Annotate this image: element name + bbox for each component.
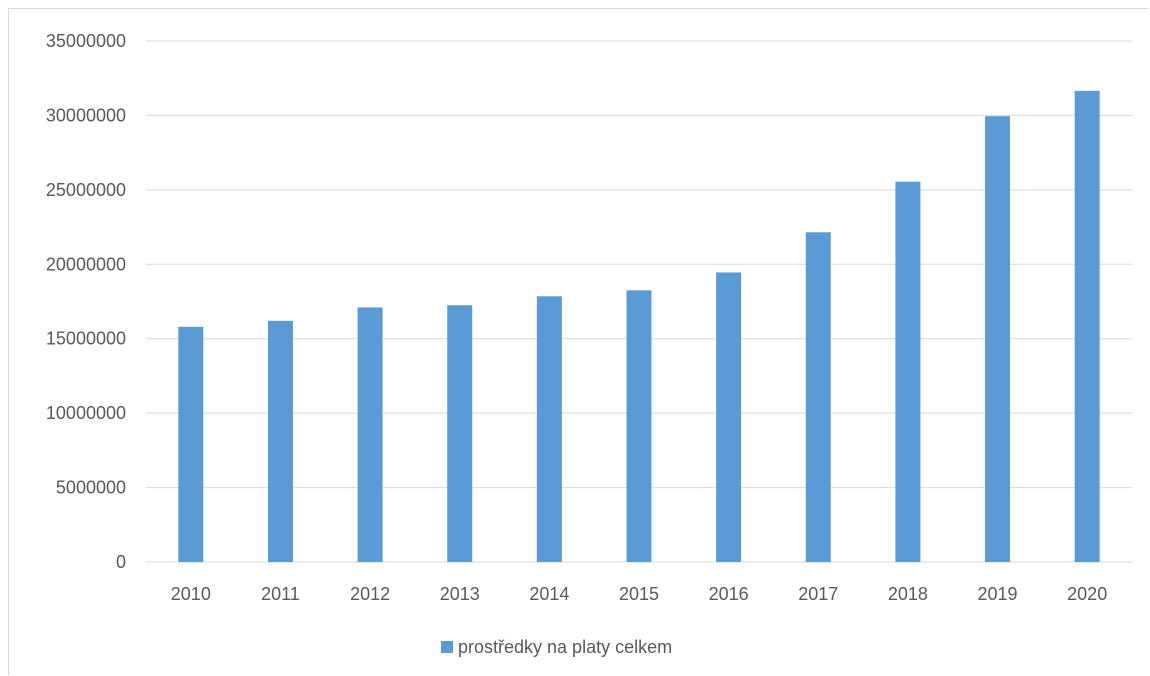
bar-2012	[357, 307, 383, 562]
y-tick-label: 35000000	[46, 31, 126, 51]
x-tick-label: 2015	[619, 584, 659, 604]
x-tick-label: 2014	[529, 584, 569, 604]
bar-2011	[267, 320, 293, 562]
chart-frame	[8, 8, 1149, 675]
bars	[178, 90, 1100, 563]
x-tick-label: 2011	[261, 584, 300, 604]
bar-2015	[626, 290, 652, 562]
bar-2016	[716, 272, 742, 562]
legend-swatch	[441, 641, 453, 653]
x-tick-label: 2012	[350, 584, 390, 604]
x-tick-label: 2019	[978, 584, 1018, 604]
y-tick-label: 25000000	[46, 180, 126, 200]
bar-2020	[1074, 90, 1100, 563]
y-tick-label: 5000000	[56, 478, 126, 498]
bar-2013	[447, 305, 473, 562]
x-tick-label: 2010	[171, 584, 211, 604]
y-tick-label: 0	[116, 552, 126, 572]
x-tick-label: 2013	[440, 584, 480, 604]
y-axis-ticks: 0 5000000 10000000 15000000 20000000 25000000…	[46, 31, 126, 572]
y-tick-label: 10000000	[46, 403, 126, 423]
y-tick-label: 30000000	[46, 105, 126, 125]
bar-2019	[985, 116, 1011, 563]
y-tick-label: 20000000	[46, 254, 126, 274]
legend: prostředky na platy celkem	[441, 636, 672, 658]
x-tick-label: 2020	[1067, 584, 1107, 604]
x-tick-label: 2017	[798, 584, 838, 604]
bar-2018	[895, 181, 921, 563]
legend-label: prostředky na platy celkem	[458, 636, 673, 657]
bar-2017	[805, 232, 831, 562]
x-axis-ticks: 2010 2011 2012 2013 2014 2015 2016 2017 2018 2019…	[171, 584, 1107, 604]
y-tick-label: 15000000	[46, 329, 126, 349]
x-tick-label: 2018	[888, 584, 928, 604]
bar-2014	[536, 296, 562, 562]
x-tick-label: 2016	[709, 584, 749, 604]
bar-2010	[178, 326, 204, 562]
